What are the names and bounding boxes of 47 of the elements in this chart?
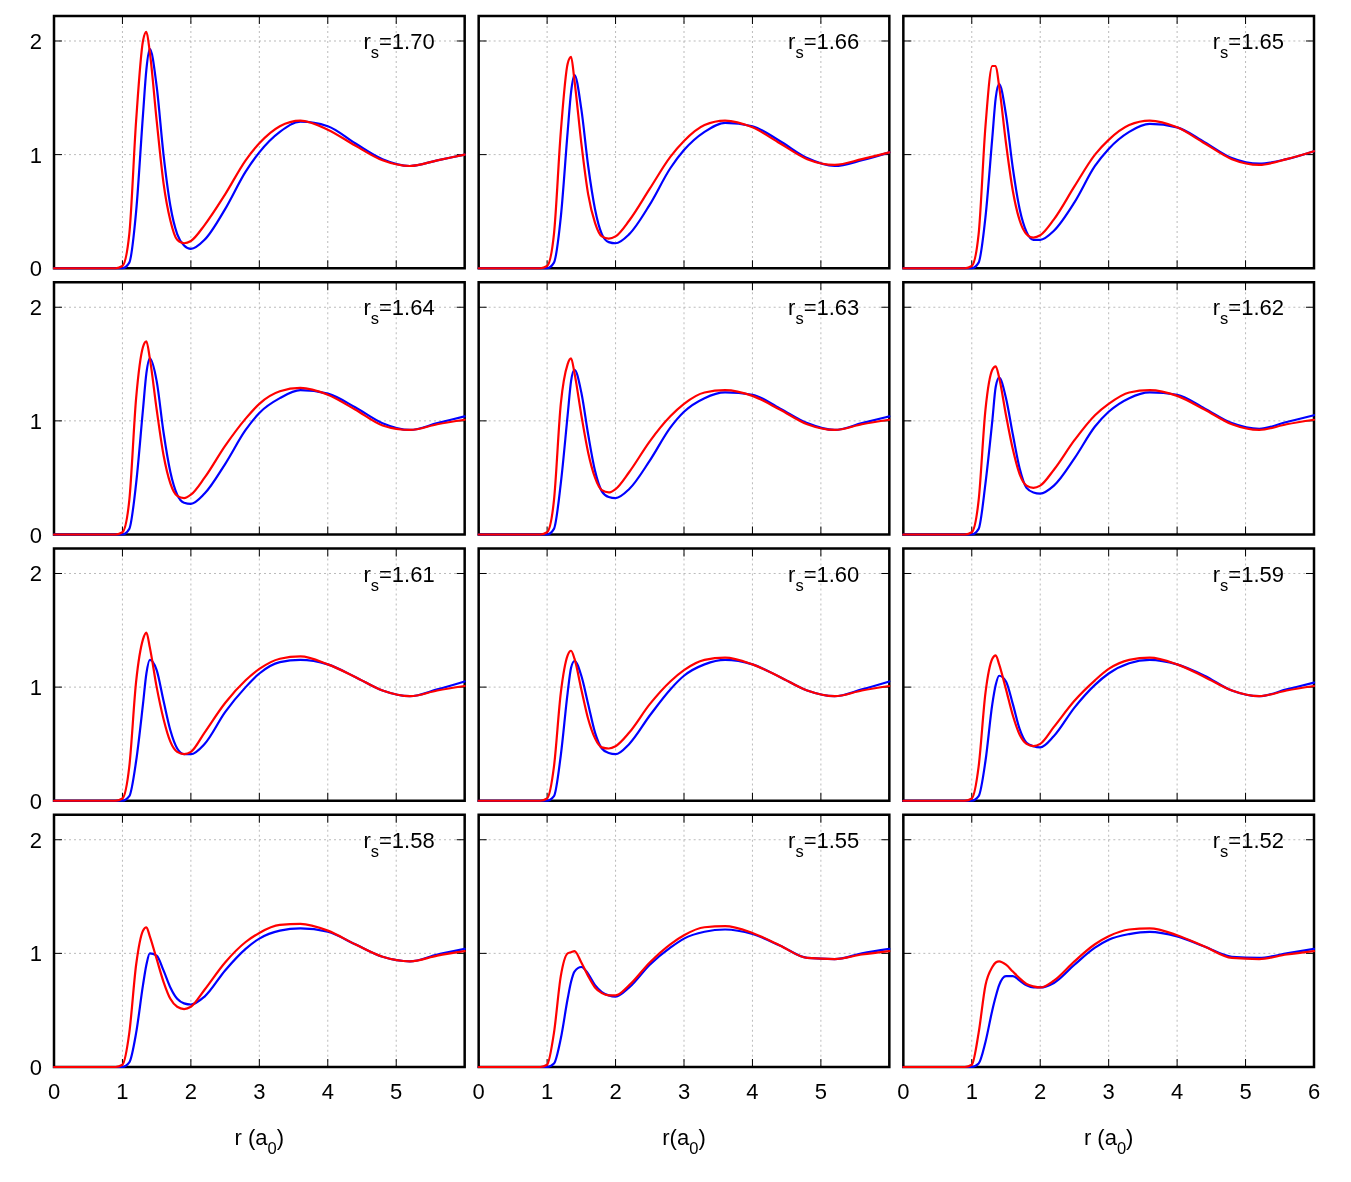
x-tick-label: 0	[47, 1079, 61, 1104]
x-tick-label: 2	[609, 1079, 622, 1104]
x-tick-label: 4	[321, 1079, 334, 1104]
annotation: r$_{s}$=1.65	[1212, 29, 1284, 61]
x-axis-title: r (a$_{0}$)	[1083, 1125, 1134, 1157]
annotation: r$_{s}$=1.70	[363, 29, 435, 61]
annotation: r$_{s}$=1.59	[1212, 561, 1284, 594]
x-tick-label: 3	[1102, 1079, 1115, 1104]
annotation: r$_{s}$=1.63	[788, 295, 860, 328]
x-axis-title: r (a$_{0}$)	[234, 1125, 285, 1157]
x-tick-label: 5	[814, 1079, 828, 1104]
x-tick-label: 3	[677, 1079, 691, 1104]
y-tick-label: 0	[29, 788, 42, 814]
annotation: r$_{s}$=1.52	[1212, 827, 1284, 860]
x-tick-label: 2	[1034, 1079, 1047, 1104]
x-tick-label: 3	[253, 1079, 266, 1104]
x-tick-label: 1	[116, 1079, 129, 1104]
y-tick-label: 1	[29, 675, 42, 701]
y-tick-label: 2	[29, 561, 42, 587]
annotation: r$_{s}$=1.62	[1212, 295, 1284, 328]
annotation: r$_{s}$=1.61	[363, 561, 435, 594]
x-tick-label: 5	[1239, 1079, 1252, 1104]
annotation: r$_{s}$=1.55	[788, 827, 860, 860]
annotation: r$_{s}$=1.64	[363, 295, 435, 328]
y-tick-label: 0	[29, 1055, 42, 1080]
x-tick-label: 1	[965, 1079, 978, 1104]
x-tick-label: 0	[472, 1079, 485, 1104]
x-axis-title: r(a$_{0}$)	[662, 1125, 706, 1157]
y-tick-label: 1	[29, 142, 42, 168]
y-tick-label: 0	[29, 522, 42, 548]
y-tick-label: 2	[29, 827, 42, 853]
y-tick-label: 2	[29, 295, 42, 321]
x-tick-label: 0	[897, 1079, 910, 1104]
x-tick-label: 6	[1307, 1079, 1321, 1104]
y-tick-label: 1	[29, 941, 42, 967]
annotation: r$_{s}$=1.60	[788, 561, 860, 594]
x-tick-label: 4	[1170, 1079, 1184, 1104]
y-tick-label: 2	[29, 29, 42, 54]
x-tick-label: 4	[746, 1079, 759, 1104]
y-tick-label: 0	[29, 256, 42, 282]
x-tick-label: 5	[390, 1079, 403, 1104]
x-tick-label: 1	[540, 1079, 554, 1104]
annotation: r$_{s}$=1.58	[363, 827, 435, 860]
annotation: r$_{s}$=1.66	[788, 29, 860, 61]
line-series	[52, 631, 466, 802]
y-tick-label: 1	[29, 408, 42, 434]
x-tick-label: 2	[184, 1079, 198, 1104]
